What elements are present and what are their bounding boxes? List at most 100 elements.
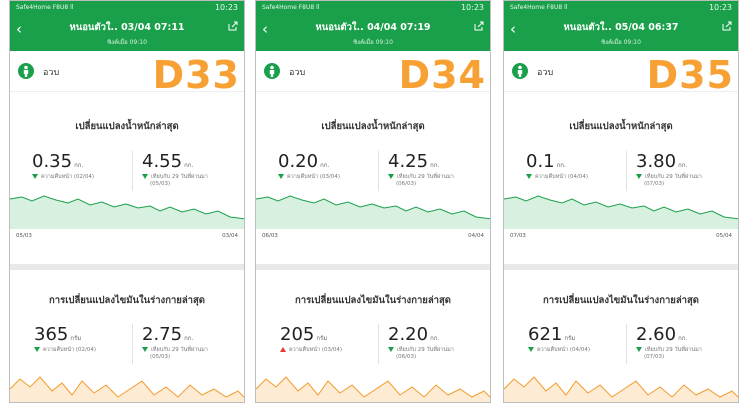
stat-divider bbox=[378, 324, 379, 364]
app-bar: ‹ หนอนตัวใ.. 04/04 07:19 ซิงค์เมื่อ 09:1… bbox=[256, 13, 490, 51]
weight-progress-caption: ความคืบหน้า (03/04) bbox=[287, 174, 341, 180]
chevron-left-icon[interactable]: ‹ bbox=[262, 20, 268, 38]
fat-compare-caption: เทียบกับ 29 วันที่ผ่านมา bbox=[645, 347, 702, 353]
status-time: 10:23 bbox=[460, 2, 484, 12]
weight-date-axis: 05/03 03/04 bbox=[16, 233, 238, 239]
fat-compare-stat: 2.20 กก. เทียบกับ 29 วันที่ผ่านมา (06/03) bbox=[388, 324, 454, 361]
fat-progress-caption: ความคืบหน้า (03/04) bbox=[289, 347, 343, 353]
fat-progress-unit: กรัม bbox=[70, 335, 82, 342]
user-row[interactable]: อวบ D35 bbox=[504, 51, 738, 97]
weight-progress-caption: ความคืบหน้า (04/04) bbox=[535, 174, 589, 180]
stat-divider bbox=[626, 151, 627, 191]
share-icon[interactable] bbox=[228, 21, 238, 31]
share-icon[interactable] bbox=[474, 21, 484, 31]
fat-compare-date: (07/03) bbox=[644, 354, 665, 360]
fat-progress-unit: กรัม bbox=[564, 335, 576, 342]
triangle-down-icon bbox=[636, 347, 642, 352]
page-title: หนอนตัวใ.. 03/04 07:11 bbox=[69, 22, 185, 33]
stat-divider bbox=[626, 324, 627, 364]
weight-compare-unit: กก. bbox=[430, 162, 440, 169]
weight-compare-unit: กก. bbox=[184, 162, 194, 169]
weight-compare-value: 3.80 bbox=[636, 151, 677, 172]
fat-progress-stat: 621 กรัม ความคืบหน้า (04/04) bbox=[528, 324, 590, 354]
weight-date-end: 04/04 bbox=[468, 233, 484, 239]
status-time: 10:23 bbox=[214, 2, 238, 12]
page-title: หนอนตัวใ.. 05/04 06:37 bbox=[563, 22, 679, 33]
weight-compare-caption: เทียบกับ 29 วันที่ผ่านมา bbox=[397, 174, 454, 180]
weight-date-axis: 06/03 04/04 bbox=[262, 233, 484, 239]
day-label: D35 bbox=[646, 53, 734, 97]
fat-progress-unit: กรัม bbox=[316, 335, 328, 342]
user-name: อวบ bbox=[289, 68, 306, 78]
status-bar: Safe4Home F8U8 ll 10:23 bbox=[10, 1, 244, 13]
user-name: อวบ bbox=[43, 68, 60, 78]
share-icon[interactable] bbox=[722, 21, 732, 31]
stat-divider bbox=[132, 151, 133, 191]
user-icon bbox=[512, 63, 528, 79]
weight-section-title: เปลี่ยนแปลงน้ำหนักล่าสุด bbox=[75, 121, 179, 132]
app-bar: ‹ หนอนตัวใ.. 05/04 06:37 ซิงค์เมื่อ 09:1… bbox=[504, 13, 738, 51]
fat-compare-unit: กก. bbox=[184, 335, 194, 342]
carrier-label: Safe4Home F8U8 ll bbox=[16, 3, 74, 11]
user-row[interactable]: อวบ D34 bbox=[256, 51, 490, 97]
fat-trend-graph bbox=[256, 376, 490, 402]
day-label: D34 bbox=[398, 53, 486, 97]
weight-trend-graph bbox=[10, 195, 244, 229]
weight-compare-stat: 4.55 กก. เทียบกับ 29 วันที่ผ่านมา (05/03) bbox=[142, 151, 208, 188]
carrier-label: Safe4Home F8U8 ll bbox=[262, 3, 320, 11]
fat-section-title: การเปลี่ยนแปลงไขมันในร่างกายล่าสุด bbox=[543, 295, 699, 306]
weight-progress-stat: 0.35 กก. ความคืบหน้า (02/04) bbox=[32, 151, 94, 181]
stat-divider bbox=[378, 151, 379, 191]
weight-progress-unit: กก. bbox=[556, 162, 566, 169]
weight-section-title: เปลี่ยนแปลงน้ำหนักล่าสุด bbox=[321, 121, 425, 132]
weight-compare-date: (07/03) bbox=[644, 181, 665, 187]
weight-trend-graph bbox=[256, 195, 490, 229]
weight-compare-value: 4.55 bbox=[142, 151, 183, 172]
triangle-down-icon bbox=[142, 174, 148, 179]
weight-progress-caption: ความคืบหน้า (02/04) bbox=[41, 174, 95, 180]
fat-section-title: การเปลี่ยนแปลงไขมันในร่างกายล่าสุด bbox=[49, 295, 205, 306]
fat-progress-caption: ความคืบหน้า (04/04) bbox=[537, 347, 591, 353]
fat-progress-stat: 205 กรัม ความคืบหน้า (03/04) bbox=[280, 324, 342, 354]
fat-progress-value: 365 bbox=[34, 324, 69, 345]
fat-stats: 621 กรัม ความคืบหน้า (04/04) 2.60 กก. เทีย… bbox=[504, 324, 738, 364]
user-icon bbox=[264, 63, 280, 79]
section-divider bbox=[256, 264, 490, 270]
stat-divider bbox=[132, 324, 133, 364]
weight-compare-stat: 4.25 กก. เทียบกับ 29 วันที่ผ่านมา (06/03) bbox=[388, 151, 454, 188]
weight-compare-value: 4.25 bbox=[388, 151, 429, 172]
weight-date-start: 06/03 bbox=[262, 233, 278, 239]
user-name: อวบ bbox=[537, 68, 554, 78]
weight-stats: 0.1 กก. ความคืบหน้า (04/04) 3.80 กก. เทียบ… bbox=[504, 151, 738, 191]
status-bar: Safe4Home F8U8 ll 10:23 bbox=[256, 1, 490, 13]
triangle-down-icon bbox=[34, 347, 40, 352]
triangle-up-icon bbox=[280, 347, 286, 352]
weight-progress-value: 0.20 bbox=[278, 151, 319, 172]
carrier-label: Safe4Home F8U8 ll bbox=[510, 3, 568, 11]
weight-date-end: 05/04 bbox=[716, 233, 732, 239]
weight-stats: 0.35 กก. ความคืบหน้า (02/04) 4.55 กก. เทีย… bbox=[10, 151, 244, 191]
user-row[interactable]: อวบ D33 bbox=[10, 51, 244, 97]
day-label: D33 bbox=[152, 53, 240, 97]
screenshot-panel-d34: Safe4Home F8U8 ll 10:23 ‹ หนอนตัวใ.. 04/… bbox=[255, 0, 491, 403]
section-divider bbox=[10, 264, 244, 270]
sync-time: ซิงค์เมื่อ 09:10 bbox=[353, 39, 393, 46]
fat-compare-date: (05/03) bbox=[150, 354, 171, 360]
triangle-down-icon bbox=[636, 174, 642, 179]
fat-compare-stat: 2.75 กก. เทียบกับ 29 วันที่ผ่านมา (05/03) bbox=[142, 324, 208, 361]
weight-section-title: เปลี่ยนแปลงน้ำหนักล่าสุด bbox=[569, 121, 673, 132]
weight-trend-graph bbox=[504, 195, 738, 229]
fat-stats: 205 กรัม ความคืบหน้า (03/04) 2.20 กก. เทีย… bbox=[256, 324, 490, 364]
fat-stats: 365 กรัม ความคืบหน้า (02/04) 2.75 กก. เทีย… bbox=[10, 324, 244, 364]
page-title: หนอนตัวใ.. 04/04 07:19 bbox=[315, 22, 431, 33]
screenshot-panel-d33: Safe4Home F8U8 ll 10:23 ‹ หนอนตัวใ.. 03/… bbox=[9, 0, 245, 403]
fat-compare-caption: เทียบกับ 29 วันที่ผ่านมา bbox=[151, 347, 208, 353]
weight-progress-unit: กก. bbox=[74, 162, 84, 169]
status-bar: Safe4Home F8U8 ll 10:23 bbox=[504, 1, 738, 13]
chevron-left-icon[interactable]: ‹ bbox=[510, 20, 516, 38]
weight-progress-value: 0.35 bbox=[32, 151, 73, 172]
screenshot-panel-d35: Safe4Home F8U8 ll 10:23 ‹ หนอนตัวใ.. 05/… bbox=[503, 0, 739, 403]
chevron-left-icon[interactable]: ‹ bbox=[16, 20, 22, 38]
fat-trend-graph bbox=[504, 376, 738, 402]
app-bar: ‹ หนอนตัวใ.. 03/04 07:11 ซิงค์เมื่อ 09:1… bbox=[10, 13, 244, 51]
